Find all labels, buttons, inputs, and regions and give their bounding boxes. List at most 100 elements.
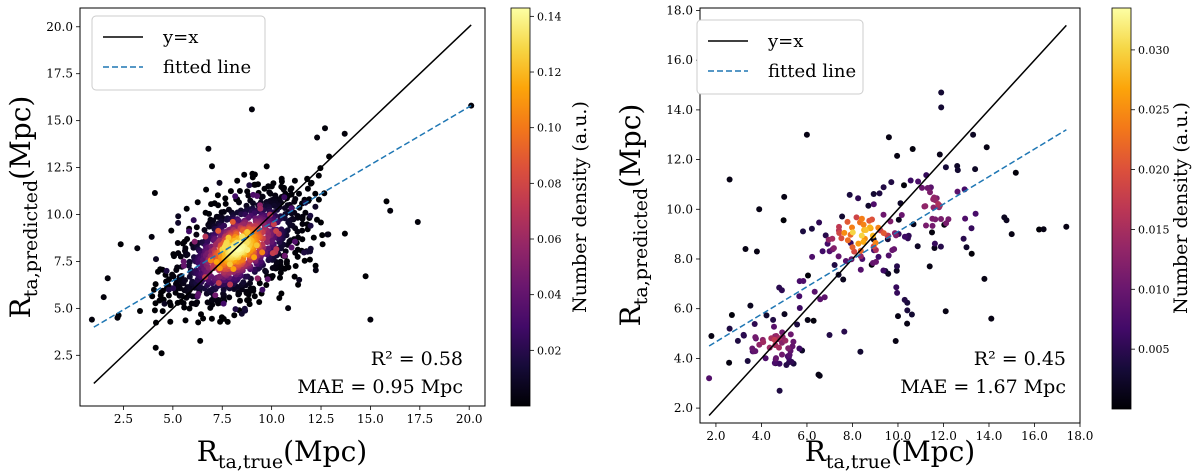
x-tick-label: 20.0 bbox=[456, 412, 483, 426]
scatter-point bbox=[261, 185, 268, 192]
scatter-point bbox=[968, 225, 975, 232]
scatter-point bbox=[310, 234, 317, 241]
scatter-point bbox=[885, 134, 892, 141]
scatter-point bbox=[915, 178, 922, 185]
scatter-point bbox=[914, 243, 921, 250]
scatter-point bbox=[935, 201, 942, 207]
scatter-point bbox=[216, 265, 223, 272]
scatter-point bbox=[292, 263, 299, 269]
scatter-point bbox=[762, 355, 769, 362]
scatter-point bbox=[227, 281, 234, 288]
colorbar-gradient-left bbox=[510, 7, 531, 407]
scatter-point bbox=[781, 193, 788, 200]
scatter-point bbox=[184, 236, 191, 242]
scatter-point bbox=[740, 331, 747, 338]
legend-label-identity-right: y=x bbox=[767, 31, 803, 52]
scatter-point bbox=[970, 131, 977, 138]
scatter-point bbox=[231, 312, 238, 319]
scatter-point bbox=[314, 216, 320, 223]
scatter-point bbox=[235, 217, 242, 224]
scatter-point bbox=[166, 299, 173, 306]
scatter-point bbox=[194, 299, 201, 306]
scatter-point bbox=[159, 308, 166, 315]
scatter-point bbox=[1012, 169, 1019, 176]
y-tick-label: 12.5 bbox=[46, 161, 73, 175]
scatter-point bbox=[838, 235, 845, 242]
scatter-point bbox=[1040, 226, 1047, 233]
scatter-point bbox=[857, 348, 864, 355]
scatter-point bbox=[296, 190, 302, 197]
x-tick-label: 14.0 bbox=[976, 429, 1003, 443]
scatter-point bbox=[267, 190, 274, 197]
scatter-point bbox=[292, 238, 298, 245]
scatter-point bbox=[203, 186, 210, 193]
scatter-point bbox=[186, 228, 192, 235]
scatter-point bbox=[184, 251, 191, 258]
y-ticks-right: 2.0 4.0 6.0 8.0 10.0 12.0 14.0 16.0 18.0 bbox=[666, 3, 700, 415]
scatter-point bbox=[907, 177, 914, 184]
scatter-point bbox=[836, 223, 842, 230]
scatter-point bbox=[908, 311, 915, 318]
scatter-point bbox=[273, 246, 280, 253]
scatter-point bbox=[277, 274, 283, 281]
scatter-point bbox=[894, 152, 901, 159]
scatter-point bbox=[930, 196, 937, 203]
colorbar-tick-label: 0.06 bbox=[537, 233, 562, 246]
scatter-point bbox=[744, 358, 751, 364]
scatter-point bbox=[212, 292, 219, 299]
scatter-point bbox=[787, 331, 794, 338]
scatter-point bbox=[931, 240, 938, 247]
scatter-point bbox=[268, 183, 275, 190]
scatter-point bbox=[1008, 231, 1015, 238]
scatter-point bbox=[873, 258, 879, 265]
scatter-point bbox=[816, 219, 823, 226]
scatter-point bbox=[781, 311, 788, 318]
scatter-point bbox=[301, 257, 308, 264]
scatter-point bbox=[182, 317, 189, 324]
scatter-point bbox=[962, 215, 969, 222]
scatter-point bbox=[831, 262, 838, 268]
scatter-point bbox=[249, 174, 256, 181]
colorbar-gradient-right bbox=[1111, 7, 1132, 410]
scatter-point bbox=[779, 351, 785, 358]
scatter-point bbox=[307, 212, 314, 219]
scatter-point bbox=[152, 281, 159, 288]
colorbar-tick-label: 0.015 bbox=[1138, 223, 1170, 236]
scatter-point bbox=[209, 301, 216, 308]
x-ticks-right: 2.0 4.0 6.0 8.0 10.0 12.0 14.0 16.0 18.0 bbox=[706, 423, 1093, 443]
scatter-point bbox=[849, 229, 856, 236]
scatter-point bbox=[892, 338, 899, 344]
points-left bbox=[88, 102, 475, 357]
scatter-point bbox=[284, 258, 290, 265]
scatter-point bbox=[901, 182, 907, 189]
colorbar-label-right: Number density (a.u.) bbox=[1170, 102, 1192, 314]
chart-panel-left: 2.5 5.0 7.5 10.0 12.5 15.0 17.5 20.0 2.5 5.0 7.5 1… bbox=[4, 7, 591, 473]
scatter-point bbox=[796, 293, 803, 300]
scatter-point bbox=[790, 338, 797, 345]
scatter-point bbox=[322, 125, 328, 132]
scatter-point bbox=[312, 262, 319, 269]
scatter-point bbox=[291, 198, 298, 205]
scatter-point bbox=[206, 210, 212, 217]
scatter-point bbox=[304, 185, 311, 192]
scatter-point bbox=[276, 295, 283, 301]
scatter-point bbox=[785, 345, 792, 352]
scatter-point bbox=[171, 253, 177, 260]
scatter-point bbox=[295, 281, 302, 288]
scatter-point bbox=[174, 264, 181, 271]
mae-annotation-left: MAE = 0.95 Mpc bbox=[297, 376, 463, 398]
lines-right bbox=[708, 24, 1067, 417]
scatter-point bbox=[728, 312, 735, 318]
legend-left: y=x fitted line bbox=[91, 15, 266, 91]
scatter-point bbox=[931, 245, 938, 251]
scatter-point bbox=[383, 198, 390, 205]
scatter-point bbox=[889, 247, 896, 254]
colorbar-right: 0.005 0.010 0.015 0.020 0.025 0.030 Number de… bbox=[1111, 7, 1192, 410]
legend-right: y=x fitted line bbox=[696, 19, 864, 95]
scatter-point bbox=[241, 305, 248, 312]
scatter-point bbox=[250, 200, 256, 207]
scatter-point bbox=[259, 249, 266, 256]
x-tick-label: 6.0 bbox=[797, 429, 816, 443]
x-tick-label: 18.0 bbox=[1067, 429, 1094, 443]
x-tick-label: 2.0 bbox=[706, 429, 725, 443]
